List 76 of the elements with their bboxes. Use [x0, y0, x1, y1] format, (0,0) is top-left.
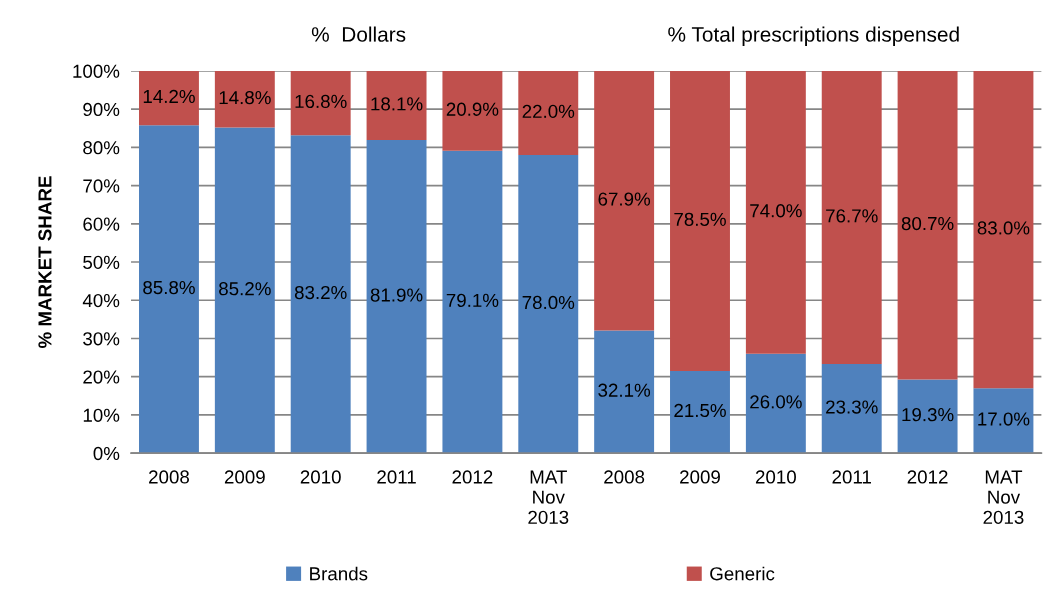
data-label: 74.0% [750, 204, 802, 218]
y-tick-label: 80% [83, 141, 120, 155]
data-label: 23.3% [826, 400, 878, 414]
data-label: 83.2% [294, 285, 347, 300]
y-tick-label: 10% [83, 408, 120, 422]
bar [670, 70, 730, 371]
data-label: 22.0% [522, 104, 575, 118]
bar [745, 70, 806, 354]
bar [214, 70, 275, 128]
bar [290, 70, 351, 136]
bar [670, 370, 730, 454]
bar [973, 388, 1034, 454]
data-label: 18.1% [371, 97, 423, 111]
bar [594, 330, 655, 454]
y-tick-label: 40% [82, 293, 120, 308]
bar [139, 125, 199, 454]
bar [442, 70, 503, 151]
data-label: 16.8% [295, 94, 347, 109]
data-label: 83.0% [977, 221, 1030, 235]
data-label: 17.0% [978, 412, 1030, 426]
bar [214, 127, 275, 454]
data-label: 19.3% [902, 408, 954, 422]
bar [821, 364, 882, 454]
data-label: 14.2% [143, 89, 195, 104]
data-label: 32.1% [598, 383, 651, 397]
data-label: 14.8% [219, 90, 271, 105]
data-label: 78.0% [522, 295, 575, 310]
text: % Dollars [311, 26, 406, 42]
x-tick-label: MAT Nov 2013 [983, 470, 1024, 524]
x-tick-label: 2010 [300, 470, 341, 484]
bar [290, 135, 351, 454]
bar [442, 150, 503, 454]
y-tick-label: 60% [83, 217, 120, 231]
data-label: 80.7% [901, 216, 954, 231]
bar [821, 70, 882, 365]
data-label: 85.8% [143, 280, 195, 295]
data-label: 21.5% [674, 403, 726, 418]
y-tick-label: 90% [83, 102, 120, 117]
data-label: 20.9% [446, 102, 499, 116]
bar [745, 353, 806, 454]
text: % Total prescriptions dispensed [668, 26, 959, 46]
legend-label: Brands [310, 566, 368, 581]
y-tick-label: 20% [83, 370, 120, 384]
data-label: 76.7% [826, 209, 878, 223]
y-axis-title: % MARKET SHARE [38, 176, 52, 349]
x-tick-label: 2012 [452, 470, 493, 484]
bar [366, 70, 427, 141]
bar [139, 70, 199, 126]
data-label: 85.2% [219, 282, 271, 296]
x-tick-label: 2010 [755, 470, 796, 484]
x-tick-label: 2009 [224, 470, 265, 484]
bar [973, 70, 1034, 389]
bar [518, 155, 579, 454]
x-tick-label: 2008 [149, 470, 190, 484]
x-tick-label: 2009 [680, 470, 720, 484]
y-tick-label: 100% [73, 64, 120, 78]
data-label: 81.9% [370, 288, 423, 302]
y-tick-label: 70% [83, 179, 120, 193]
bar [897, 70, 958, 380]
bar [366, 140, 427, 454]
data-label: 78.5% [674, 212, 726, 226]
x-tick-label: 2008 [604, 470, 645, 484]
data-label: 79.1% [446, 293, 499, 308]
bar [518, 70, 579, 156]
y-tick-label: 50% [83, 255, 120, 270]
x-tick-label: 2011 [377, 470, 416, 484]
y-tick-label: 0% [93, 446, 120, 461]
legend-label: Generic [710, 566, 775, 581]
bar [594, 70, 655, 331]
data-label: 67.9% [598, 192, 651, 206]
x-tick-label: MAT Nov 2013 [528, 470, 569, 524]
data-label: 26.0% [750, 395, 802, 409]
x-tick-label: 2011 [832, 470, 871, 484]
bar [897, 379, 958, 454]
x-tick-label: 2012 [907, 470, 948, 484]
y-tick-label: 30% [83, 332, 120, 346]
